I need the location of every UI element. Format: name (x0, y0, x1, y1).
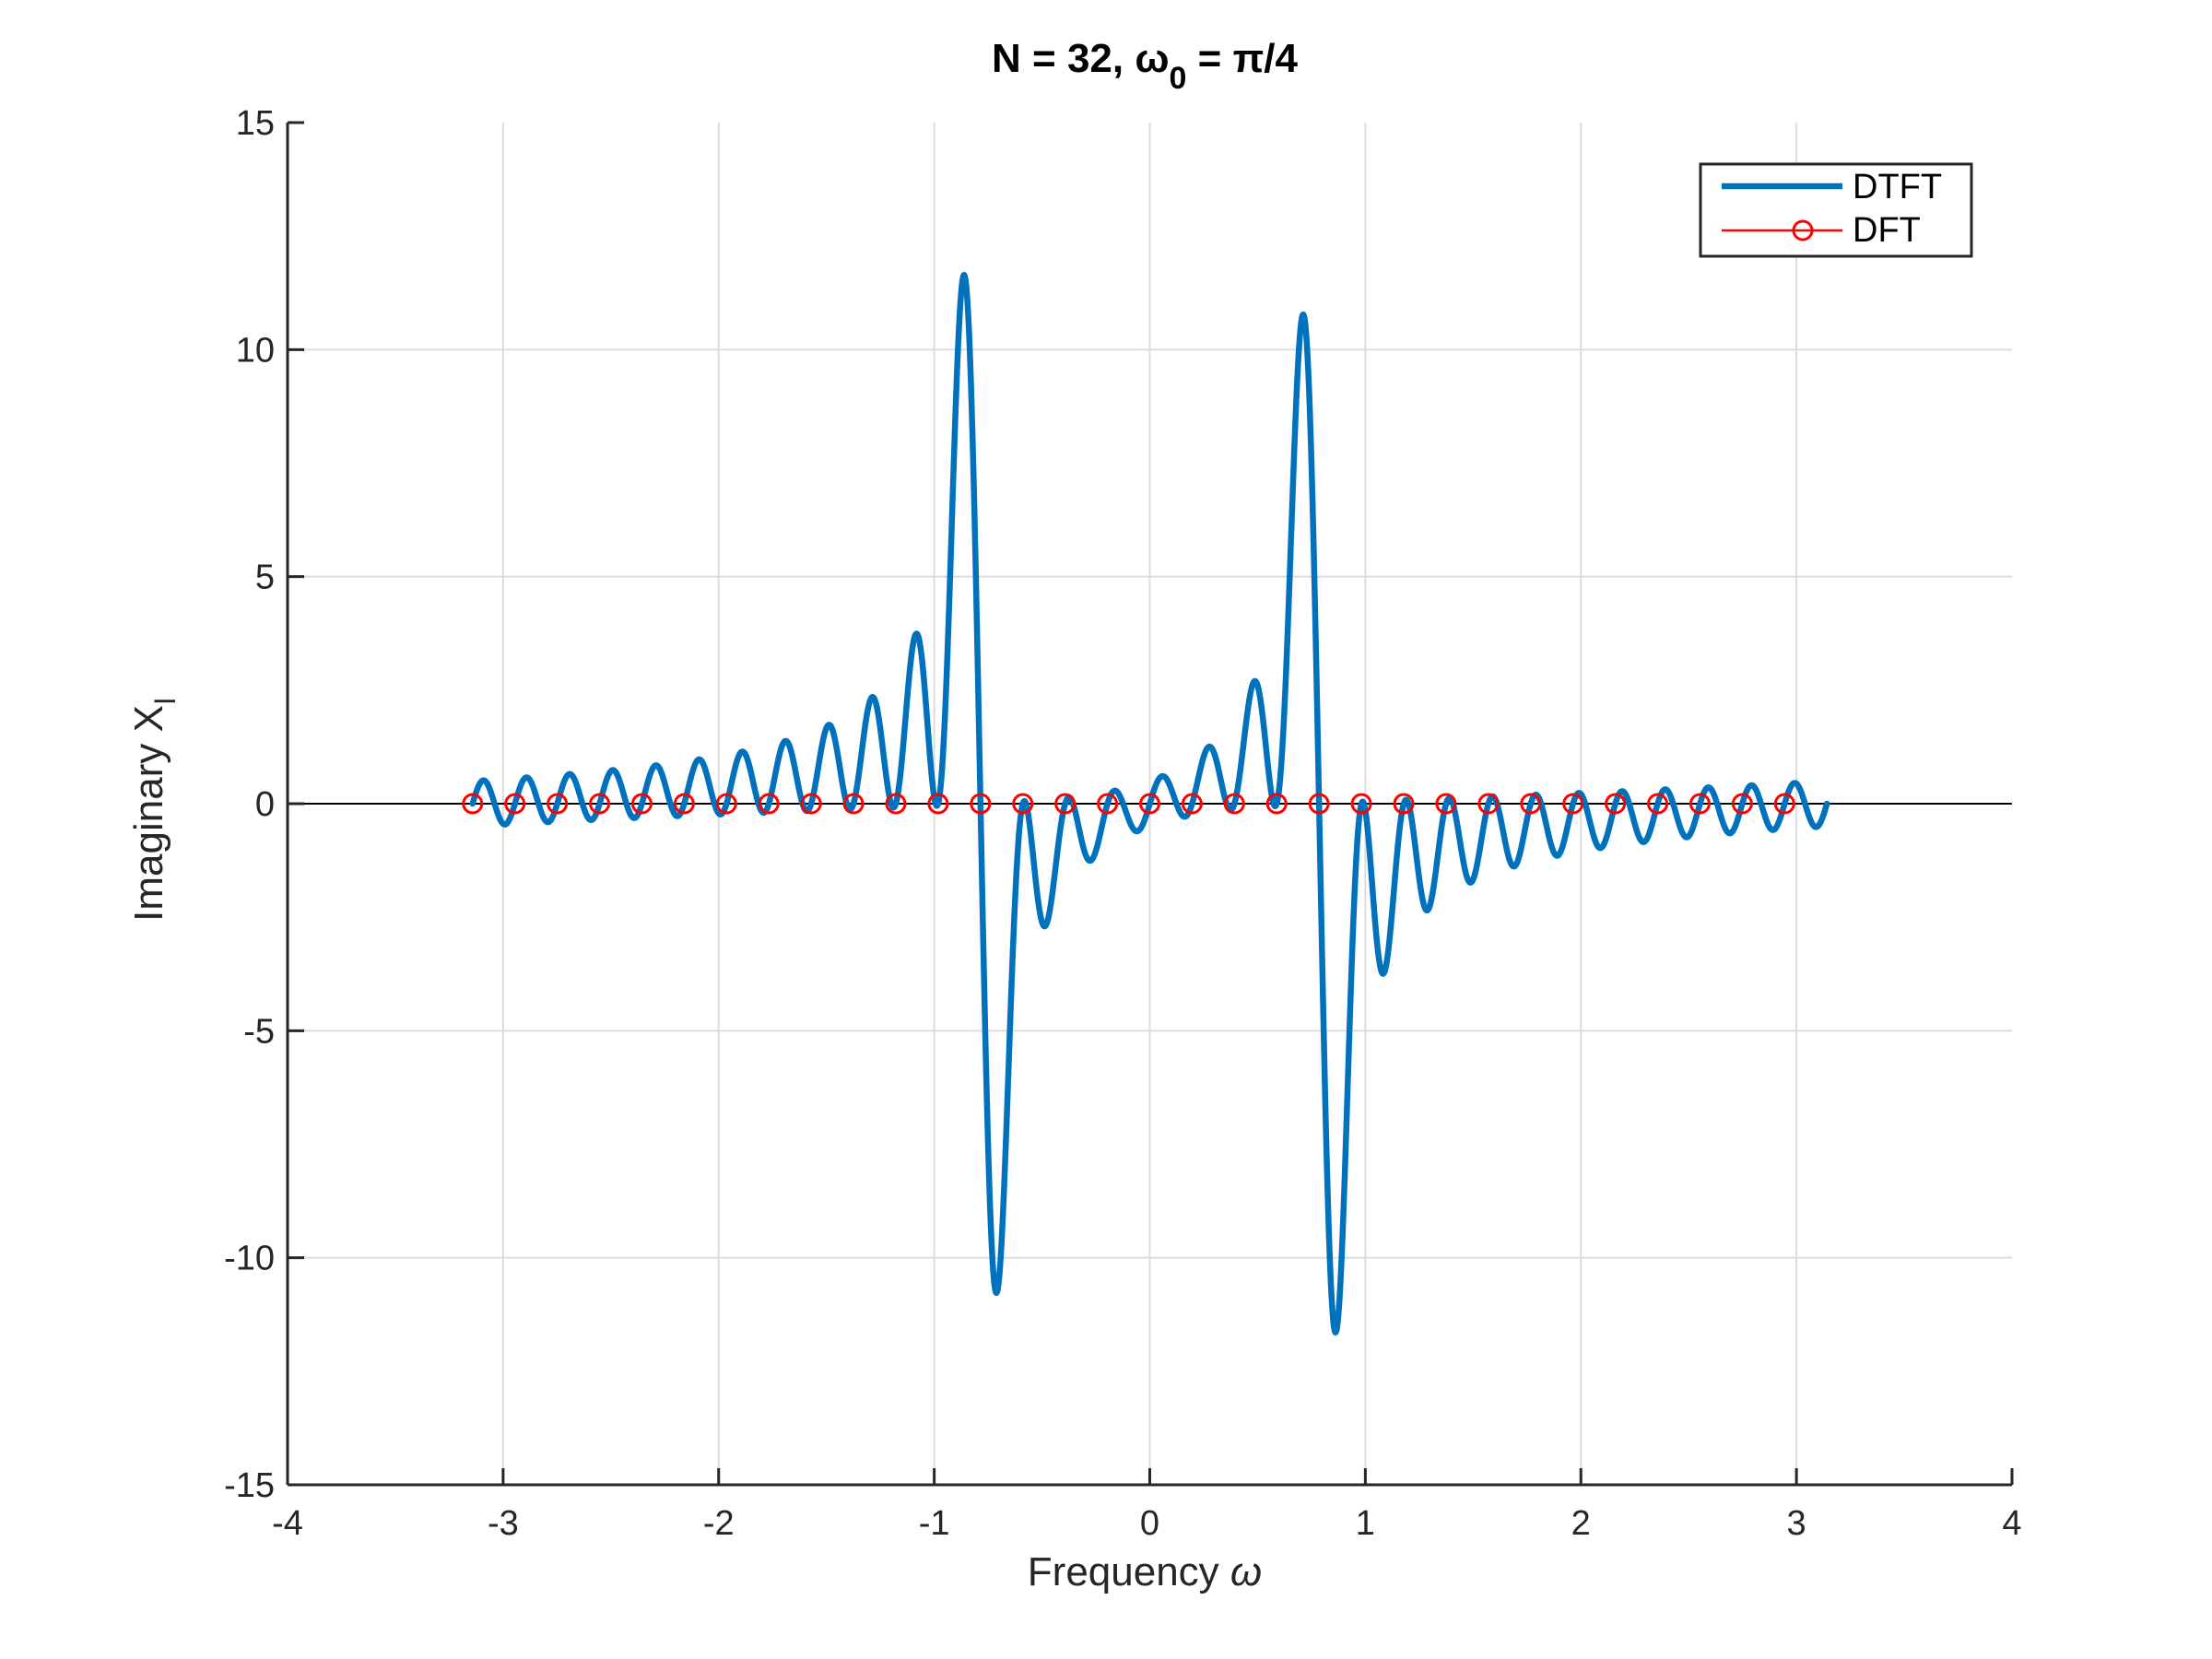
dft-marker (1688, 793, 1711, 815)
dft-marker (1731, 793, 1753, 815)
dft-marker (800, 793, 822, 815)
legend-dtft-label: DTFT (1853, 168, 1942, 206)
dft-marker (1223, 793, 1245, 815)
dft-marker (1012, 793, 1034, 815)
chart-title-suffix: = π/4 (1186, 36, 1298, 81)
x-tick-label: 3 (1787, 1504, 1806, 1543)
x-tick-label: 2 (1571, 1504, 1591, 1543)
dft-marker (673, 793, 695, 815)
x-axis-title: Frequency ω (1028, 1549, 1262, 1594)
x-tick-label: -2 (703, 1504, 735, 1543)
dft-marker (970, 793, 992, 815)
dft-marker (1181, 793, 1203, 815)
chart-title-main: N = 32, ω (992, 36, 1169, 81)
dft-series (462, 793, 1795, 815)
dft-marker (842, 793, 865, 815)
chart-title-subscript: 0 (1170, 61, 1187, 96)
x-tick-label: -4 (272, 1504, 303, 1543)
dft-marker (1054, 793, 1077, 815)
y-axis-title-subscript: I (148, 697, 182, 705)
dft-marker (1477, 793, 1500, 815)
y-tick-label: -10 (224, 1240, 275, 1278)
legend-box (1699, 162, 1973, 258)
dft-marker (1773, 793, 1795, 815)
dft-marker (1435, 793, 1457, 815)
y-tick-label: 5 (255, 559, 275, 597)
y-tick-label: -15 (224, 1466, 275, 1505)
x-tick-label: 4 (2002, 1504, 2021, 1543)
y-tick-label: 15 (236, 104, 275, 143)
legend-dft-label: DFT (1853, 211, 1921, 250)
dft-marker (547, 793, 569, 815)
dft-marker (758, 793, 780, 815)
legend-dft-swatch-marker (1792, 219, 1814, 241)
dft-marker (1308, 793, 1330, 815)
dft-marker (1139, 793, 1160, 815)
dft-marker (1393, 793, 1415, 815)
dft-marker (1350, 793, 1372, 815)
x-tick-labels: -4 -3 -2 -1 0 1 2 3 4 (272, 1504, 2021, 1543)
dft-marker (1520, 793, 1542, 815)
dft-marker (462, 793, 484, 815)
chart-title: N = 32, ω0 = π/4 (992, 36, 1298, 96)
dft-marker (1605, 793, 1627, 815)
dft-marker (630, 793, 653, 815)
dft-marker (1097, 793, 1119, 815)
x-axis-title-symbol: ω (1230, 1549, 1262, 1594)
y-tick-label: 0 (255, 785, 275, 824)
legend: DTFT DFT (1699, 162, 1973, 258)
dft-marker (1265, 793, 1288, 815)
dtft-series-line (469, 271, 1830, 1336)
dft-marker (927, 793, 949, 815)
x-tick-label: -1 (919, 1504, 950, 1543)
dft-marker (1562, 793, 1584, 815)
x-tick-label: 0 (1140, 1504, 1159, 1543)
x-tick-label: -3 (488, 1504, 519, 1543)
y-axis-title: Imaginary XI (126, 697, 182, 922)
dft-marker (715, 793, 737, 815)
y-tick-label: -5 (243, 1012, 275, 1051)
y-tick-label: 10 (236, 331, 275, 370)
x-tick-label: 1 (1356, 1504, 1375, 1543)
y-tick-labels: -15 -10 -5 0 5 10 15 (224, 104, 275, 1505)
dft-marker (589, 793, 611, 815)
y-axis-title-main: Imaginary X (126, 705, 171, 922)
dft-marker (504, 793, 526, 815)
axes (286, 121, 2014, 1487)
dft-marker (1647, 793, 1669, 815)
x-axis-title-main: Frequency (1028, 1549, 1230, 1594)
plot-area (462, 271, 1830, 1336)
dft-marker (885, 793, 907, 815)
